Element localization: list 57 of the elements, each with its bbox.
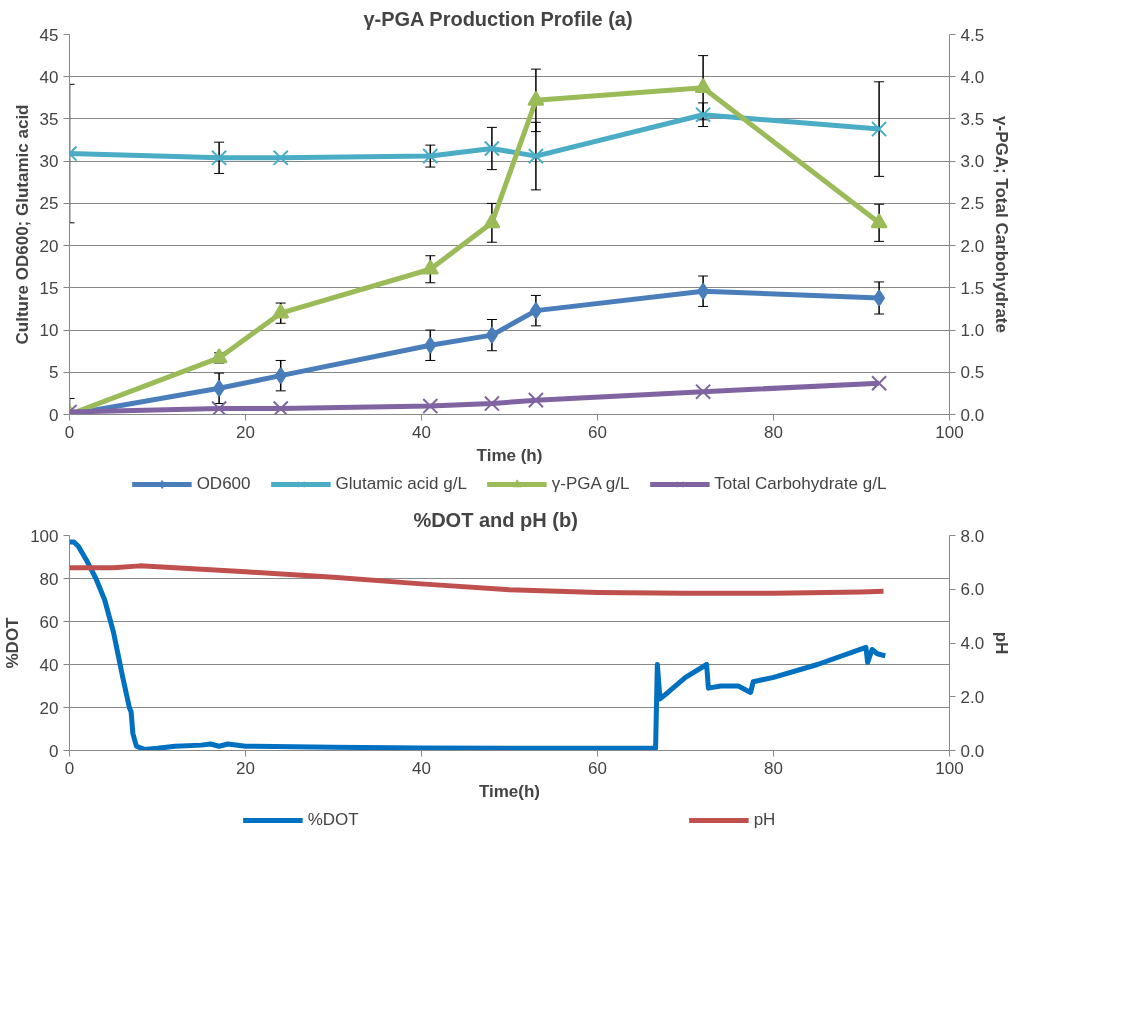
x-axis-title: Time (h) bbox=[476, 445, 543, 465]
y2-axis-title: γ-PGA; Total Carbohydrate bbox=[992, 116, 1012, 333]
y2-axis-title: pH bbox=[992, 631, 1012, 655]
y-tick-label: 15 bbox=[39, 278, 59, 298]
legend-label: pH bbox=[753, 810, 776, 830]
y-tick-label: 0 bbox=[49, 405, 59, 425]
y2-tick-label: 1.5 bbox=[960, 278, 985, 298]
x-tick-label: 80 bbox=[764, 422, 783, 442]
y2-tick-label: 8.0 bbox=[960, 526, 985, 546]
x-tick-label: 100 bbox=[935, 758, 964, 778]
x-tick-label: 60 bbox=[588, 758, 607, 778]
x-tick-label: 60 bbox=[588, 422, 607, 442]
y2-tick-label: 3.5 bbox=[960, 109, 985, 129]
y-tick-label: 60 bbox=[39, 612, 59, 632]
x-tick-label: 20 bbox=[236, 758, 255, 778]
y2-tick-label: 4.5 bbox=[960, 25, 985, 45]
y2-tick-label: 2.5 bbox=[960, 194, 985, 214]
y2-tick-label: 0.0 bbox=[960, 741, 985, 761]
chart-title: γ-PGA Production Profile (a) bbox=[363, 7, 633, 30]
legend-label: γ-PGA g/L bbox=[551, 474, 630, 494]
y-tick-label: 25 bbox=[39, 194, 59, 214]
x-axis-title: Time(h) bbox=[478, 781, 541, 801]
y-tick-label: 45 bbox=[39, 25, 59, 45]
y-tick-label: 20 bbox=[39, 698, 59, 718]
y2-tick-label: 4.0 bbox=[960, 67, 985, 87]
y2-tick-label: 0.0 bbox=[960, 405, 985, 425]
x-tick-label: 100 bbox=[935, 422, 964, 442]
legend-label: OD600 bbox=[196, 474, 251, 494]
x-tick-label: 0 bbox=[64, 758, 75, 778]
y-tick-label: 0 bbox=[49, 741, 59, 761]
y-tick-label: 80 bbox=[39, 569, 59, 589]
y-tick-label: 40 bbox=[39, 655, 59, 675]
legend-label: Glutamic acid g/L bbox=[335, 474, 467, 494]
x-tick-label: 80 bbox=[764, 758, 783, 778]
y-axis-title: %DOT bbox=[3, 616, 23, 669]
y2-tick-label: 6.0 bbox=[960, 580, 985, 600]
y-tick-label: 40 bbox=[39, 67, 59, 87]
x-tick-label: 0 bbox=[64, 422, 75, 442]
y2-tick-label: 2.0 bbox=[960, 236, 985, 256]
y-tick-label: 20 bbox=[39, 236, 59, 256]
y-tick-label: 30 bbox=[39, 152, 59, 172]
x-tick-label: 40 bbox=[412, 422, 431, 442]
y-tick-label: 35 bbox=[39, 109, 59, 129]
y-tick-label: 100 bbox=[30, 526, 59, 546]
x-tick-label: 20 bbox=[236, 422, 255, 442]
x-tick-label: 40 bbox=[412, 758, 431, 778]
y2-tick-label: 4.0 bbox=[960, 634, 985, 653]
legend-label: %DOT bbox=[307, 810, 359, 830]
y2-tick-label: 1.0 bbox=[960, 321, 985, 341]
y2-tick-label: 3.0 bbox=[960, 152, 985, 172]
chart-title: %DOT and pH (b) bbox=[413, 508, 578, 531]
y-axis-title: Culture OD600; Glutamic acid bbox=[12, 104, 32, 345]
y-tick-label: 10 bbox=[39, 321, 59, 341]
legend-label: Total Carbohydrate g/L bbox=[714, 474, 887, 494]
y2-tick-label: 2.0 bbox=[960, 687, 985, 707]
y-tick-label: 5 bbox=[49, 363, 59, 383]
y2-tick-label: 0.5 bbox=[960, 363, 985, 383]
